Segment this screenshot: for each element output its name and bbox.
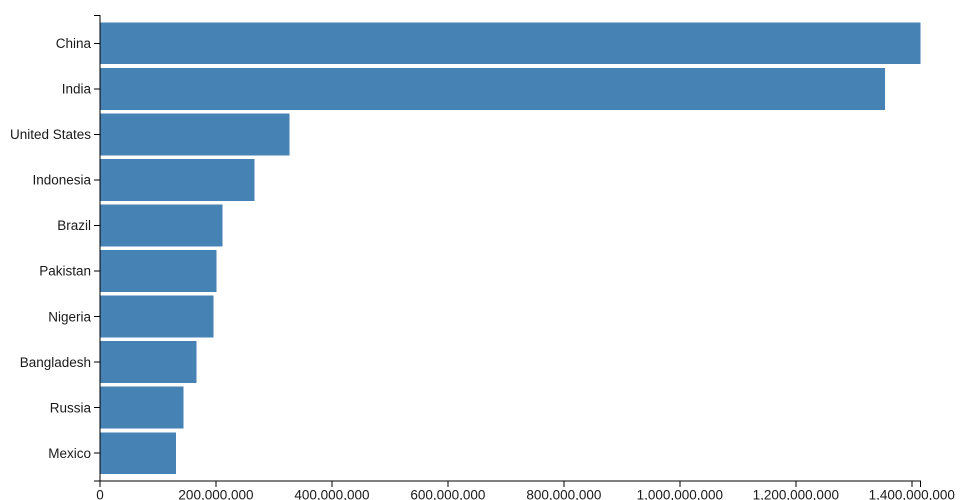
x-tick-label-4: 800,000,000 (526, 488, 601, 500)
bar-china (100, 22, 921, 65)
y-axis-line (94, 15, 101, 482)
bar-bangladesh (100, 341, 197, 384)
y-tick-label-nigeria: Nigeria (48, 309, 91, 324)
x-tick-label-1: 200,000,000 (178, 488, 253, 500)
y-tick-label-china: China (56, 36, 92, 51)
bar-united-states (100, 113, 290, 156)
bar-nigeria (100, 295, 214, 338)
x-tick-label-7: 1,400,000,000 (869, 488, 955, 500)
y-tick-label-india: India (62, 82, 92, 97)
y-tick-label-brazil: Brazil (57, 218, 91, 233)
bar-russia (100, 386, 184, 429)
y-tick-label-mexico: Mexico (48, 446, 91, 461)
x-tick-label-3: 600,000,000 (410, 488, 485, 500)
x-tick-label-0: 0 (96, 488, 104, 500)
x-tick-label-6: 1,200,000,000 (753, 488, 839, 500)
y-tick-label-russia: Russia (50, 400, 92, 415)
bar-india (100, 67, 886, 110)
bar-pakistan (100, 250, 217, 292)
y-tick-label-indonesia: Indonesia (32, 173, 91, 188)
y-tick-label-pakistan: Pakistan (39, 264, 91, 279)
x-tick-label-2: 400,000,000 (294, 488, 369, 500)
bar-indonesia (100, 158, 255, 201)
y-tick-label-bangladesh: Bangladesh (20, 355, 91, 370)
bar-mexico (100, 432, 176, 475)
x-tick-label-5: 1,000,000,000 (637, 488, 723, 500)
x-axis-line (99, 480, 921, 487)
y-tick-label-united-states: United States (10, 127, 91, 142)
bar-brazil (100, 204, 223, 247)
